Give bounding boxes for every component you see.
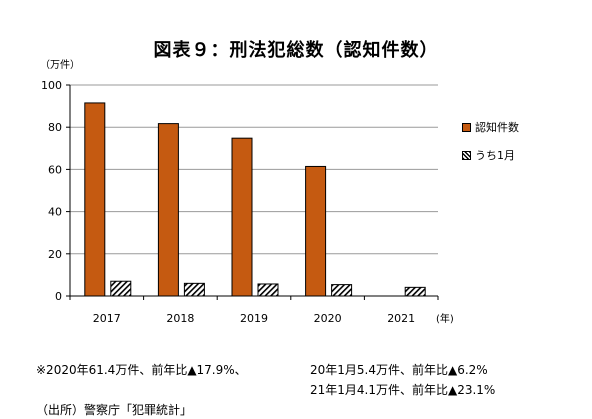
legend-label-january: うち1月: [475, 149, 515, 162]
y-tick-label: 20: [48, 248, 62, 261]
legend-item-ninchi: 認知件数: [462, 119, 519, 135]
bar-ninchi-2017: [84, 102, 106, 297]
bar-january-2017: [110, 280, 132, 297]
x-tick-label: 2021: [387, 312, 415, 325]
y-tick-label: 60: [48, 163, 62, 176]
source-note: （出所）警察庁「犯罪統計」: [36, 403, 193, 417]
y-tick-label: 40: [48, 206, 62, 219]
legend-swatch-hatch: [462, 150, 471, 160]
bar-chart: 0 20 40 60 80 100 2017 2018 2019 2020 2021: [41, 79, 439, 325]
note-jan-2021: 21年1月4.1万件、前年比▲23.1%: [310, 383, 496, 397]
bar-january-2021: [404, 286, 426, 297]
legend-label-ninchi: 認知件数: [475, 121, 519, 134]
chart-title: 図表９：刑法犯総数（認知件数）: [153, 40, 439, 61]
y-tick-label: 100: [41, 79, 62, 92]
bar-january-2019: [257, 283, 279, 297]
note-2020-total: ※2020年61.4万件、前年比▲17.9%、: [36, 363, 247, 377]
y-tick-label: 0: [55, 290, 62, 303]
x-tick-label: 2020: [314, 312, 342, 325]
y-axis-unit: （万件）: [40, 60, 80, 71]
x-tick-label: 2019: [240, 312, 268, 325]
bar-ninchi-2019: [231, 137, 253, 297]
y-tick-label: 80: [48, 121, 62, 134]
legend-item-january: うち1月: [462, 147, 515, 163]
x-tick-label: 2017: [93, 312, 121, 325]
note-jan-2020: 20年1月5.4万件、前年比▲6.2%: [310, 363, 488, 377]
bar-ninchi-2018: [157, 123, 179, 297]
bar-ninchi-2020: [305, 165, 327, 297]
legend-swatch-solid: [462, 122, 471, 132]
x-tick-label: 2018: [166, 312, 194, 325]
bar-january-2020: [331, 284, 353, 297]
x-axis-unit: (年): [436, 314, 454, 325]
bar-january-2018: [183, 282, 205, 297]
